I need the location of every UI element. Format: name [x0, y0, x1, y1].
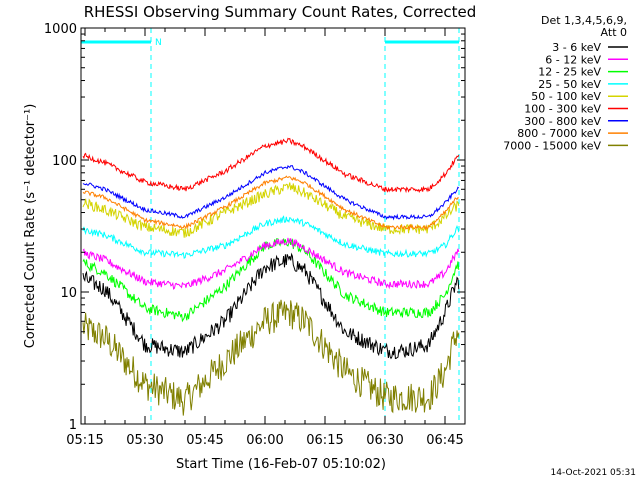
legend-header: Att 0: [601, 26, 627, 39]
series-line-3: [82, 215, 460, 259]
y-tick-label: 1: [69, 418, 77, 433]
x-tick-label: 06:30: [366, 433, 403, 448]
y-tick-label: 10: [60, 286, 77, 301]
x-tick-label: 06:00: [246, 433, 283, 448]
x-tick-label: 06:45: [426, 433, 463, 448]
series-line-5: [82, 137, 460, 194]
series-line-8: [82, 299, 460, 416]
legend-entry-label: 6 - 12 keV: [545, 53, 601, 66]
series-line-0: [82, 252, 460, 360]
x-tick-label: 05:45: [186, 433, 223, 448]
x-tick-label: 05:15: [66, 433, 103, 448]
x-tick-label: 06:15: [306, 433, 343, 448]
y-axis-label: Corrected Count Rate (s⁻¹ detector⁻¹): [23, 104, 38, 349]
plot-frame: [80, 27, 466, 425]
y-tick-label: 1000: [44, 22, 77, 37]
flag-label: N: [155, 38, 162, 48]
x-tick-label: 05:30: [126, 433, 163, 448]
legend-header: Det 1,3,4,5,6,9,: [541, 14, 627, 27]
series-line-4: [82, 182, 460, 238]
legend-entry-label: 12 - 25 keV: [538, 66, 601, 79]
timestamp-label: 14-Oct-2021 05:31: [551, 468, 636, 478]
legend-entry-label: 25 - 50 keV: [538, 78, 601, 91]
legend-entry-label: 800 - 7000 keV: [517, 127, 601, 140]
legend-entry-label: 50 - 100 keV: [531, 90, 601, 103]
legend-entry-label: 100 - 300 keV: [524, 103, 601, 116]
legend-entry-label: 300 - 800 keV: [524, 115, 601, 128]
y-tick-label: 100: [52, 154, 77, 169]
legend-entry-label: 7000 - 15000 keV: [503, 139, 601, 152]
series-line-6: [82, 164, 460, 221]
x-axis: 05:15 05:30 05:45 06:00 06:15 06:30 06:45: [66, 28, 464, 448]
x-axis-label: Start Time (16-Feb-07 05:10:02): [176, 457, 386, 472]
series-line-2: [82, 237, 460, 323]
series-lines: [82, 137, 460, 416]
series-line-7: [82, 175, 460, 231]
series-line-1: [82, 237, 460, 290]
y-axis: 1 10 100 1000: [44, 22, 465, 433]
legend-entry-label: 3 - 6 keV: [552, 41, 601, 54]
chart-title: RHESSI Observing Summary Count Rates, Co…: [84, 3, 477, 21]
